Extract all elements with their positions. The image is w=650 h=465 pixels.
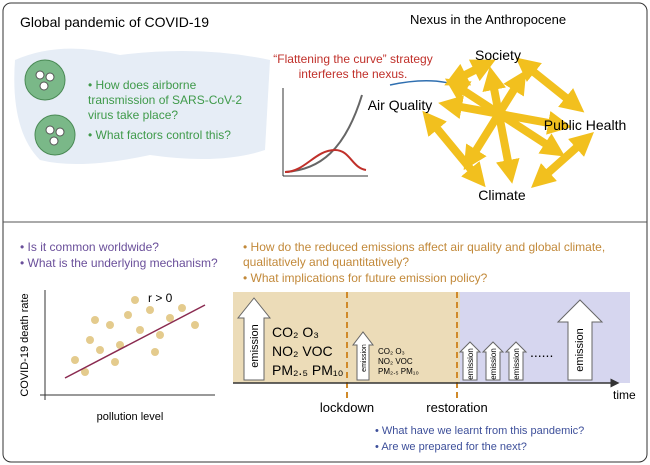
species: CO₂ O₃ [272, 324, 319, 340]
emission-label: emission [249, 324, 261, 367]
species: NO₂ VOC [378, 357, 413, 366]
emission-arrows [236, 297, 604, 381]
species: CO₂ O₃ [378, 347, 405, 356]
emission-label: emission [512, 348, 521, 380]
period-lines [346, 292, 458, 398]
scatter-axes [40, 290, 215, 400]
species: PM₂.₅ PM₁₀ [378, 367, 419, 376]
species: NO₂ VOC [272, 343, 333, 359]
virus-core [35, 70, 65, 146]
question: What have we learnt from this pandemic? [375, 424, 645, 439]
title: Global pandemic of COVID-19 [20, 14, 209, 30]
lockdown-label: lockdown [320, 400, 374, 415]
trend-line [64, 304, 206, 379]
node: Air Quality [368, 97, 433, 113]
virus [24, 59, 76, 156]
emission-label: emission [361, 344, 368, 372]
node: Climate [478, 187, 526, 203]
question: How do the reduced emissions affect air … [243, 240, 638, 270]
scatter-points [71, 296, 199, 376]
restoration-label: restoration [426, 400, 487, 415]
y-label: COVID-19 death rate [19, 293, 31, 396]
question: What implications for future emission po… [243, 271, 638, 286]
emission-label: emission [489, 348, 498, 380]
question: What factors control this? [88, 128, 258, 143]
nexus-links [422, 57, 594, 188]
emission-label: emission [574, 328, 586, 371]
r-label: r > 0 [148, 291, 173, 305]
nexus-title: Nexus in the Anthropocene [410, 12, 566, 27]
species: PM₂.₅ PM₁₀ [272, 362, 344, 378]
curve-axes [282, 88, 368, 177]
x-label: pollution level [97, 411, 164, 423]
node: Society [475, 47, 521, 63]
question: How does airborne transmission of SARS-C… [88, 78, 258, 123]
curve-note: “Flattening the curve” strategy interfer… [273, 52, 433, 81]
node: Public Health [544, 117, 627, 133]
question: What is the underlying mechanism? [20, 256, 240, 271]
ellipsis: ...... [530, 344, 553, 360]
peak-curve [284, 94, 363, 173]
time-label: time [613, 388, 636, 402]
emission-label: emission [466, 348, 475, 380]
question: Are we prepared for the next? [375, 440, 645, 455]
question: Is it common worldwide? [20, 240, 220, 255]
flat-curve [284, 148, 367, 173]
